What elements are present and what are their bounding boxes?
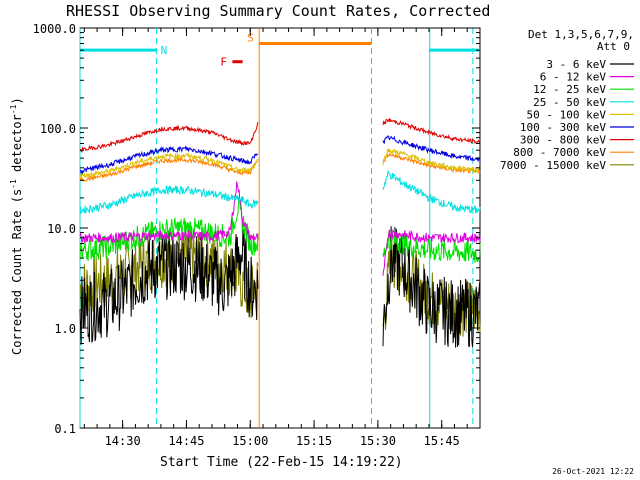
annotation-bars: N S F <box>80 31 480 69</box>
x-tick-label: 15:15 <box>296 434 332 448</box>
x-tick-label: 15:00 <box>232 434 268 448</box>
y-axis-label-end: ) <box>10 97 24 104</box>
x-tick-label: 14:30 <box>105 434 141 448</box>
y-tick-label: 100.0 <box>40 122 76 136</box>
y-axis-label-main: Corrected Count Rate (s <box>10 189 24 355</box>
x-axis-label: Start Time (22-Feb-15 14:19:22) <box>160 455 403 470</box>
series-line-6-before <box>79 121 259 153</box>
series-line-4-after <box>382 147 481 174</box>
series-line-0-after <box>382 226 481 348</box>
legend-entry-label: 100 - 300 keV <box>520 121 606 134</box>
legend-entry-label: 7000 - 15000 keV <box>500 159 606 172</box>
flare-label: F <box>220 56 227 69</box>
x-tick-label: 15:45 <box>424 434 460 448</box>
y-tick-label: 1.0 <box>54 322 76 336</box>
timestamp: 26-Oct-2021 12:22 <box>552 467 634 476</box>
legend-entry-label: 800 - 7000 keV <box>513 146 606 159</box>
series-layer <box>79 117 481 348</box>
series-line-3-before <box>79 184 259 215</box>
legend-entry-label: 12 - 25 keV <box>533 83 606 96</box>
series-line-1-before <box>79 181 259 245</box>
plot-area: N S F 0.1 1.0 10.0 100.0 1000.0 14:30 14:45 15:0… <box>33 22 481 448</box>
chart-title: RHESSI Observing Summary Count Rates, Co… <box>66 2 490 20</box>
plot-frame <box>79 27 481 429</box>
legend-entry-label: 25 - 50 keV <box>533 96 606 109</box>
y-axis-label: Corrected Count Rate (s-1 detector-1) <box>9 97 24 355</box>
saa-label: S <box>247 31 254 44</box>
y-tick-label: 0.1 <box>54 422 76 436</box>
series-line-3-after <box>382 170 481 214</box>
series-line-7-before <box>79 157 259 182</box>
legend-entry-label: 300 - 800 keV <box>520 134 606 147</box>
y-axis-label-sup1: -1 <box>9 179 18 189</box>
legend-header-line1: Det 1,3,5,6,7,9, <box>528 28 634 41</box>
y-axis-label-sup2: -1 <box>9 104 18 114</box>
legend-entry-label: 6 - 12 keV <box>540 71 607 84</box>
series-line-2-after <box>382 229 481 263</box>
series-line-7-after <box>382 152 481 176</box>
y-axis-label-mid: detector <box>10 114 24 179</box>
x-tick-label: 15:30 <box>360 434 396 448</box>
series-line-6-after <box>382 117 481 145</box>
series-line-5-after <box>382 135 481 162</box>
y-axis: 0.1 1.0 10.0 100.0 1000.0 <box>33 22 480 436</box>
y-tick-label: 1000.0 <box>33 22 76 36</box>
y-tick-label: 10.0 <box>47 222 76 236</box>
series-line-5-before <box>79 145 259 176</box>
legend-entry-label: 50 - 100 keV <box>527 108 607 121</box>
series-line-2-before <box>79 198 259 262</box>
series-line-4-before <box>79 151 259 180</box>
series-line-1-after <box>382 228 481 276</box>
legend-entry-label: 3 - 6 keV <box>546 58 606 71</box>
legend-header-line2: Att 0 <box>597 40 630 53</box>
x-tick-label: 14:45 <box>168 434 204 448</box>
x-axis: 14:30 14:45 15:00 15:15 15:30 15:45 <box>83 28 481 448</box>
annotation-lines <box>79 28 474 428</box>
night-label: N <box>161 44 168 57</box>
